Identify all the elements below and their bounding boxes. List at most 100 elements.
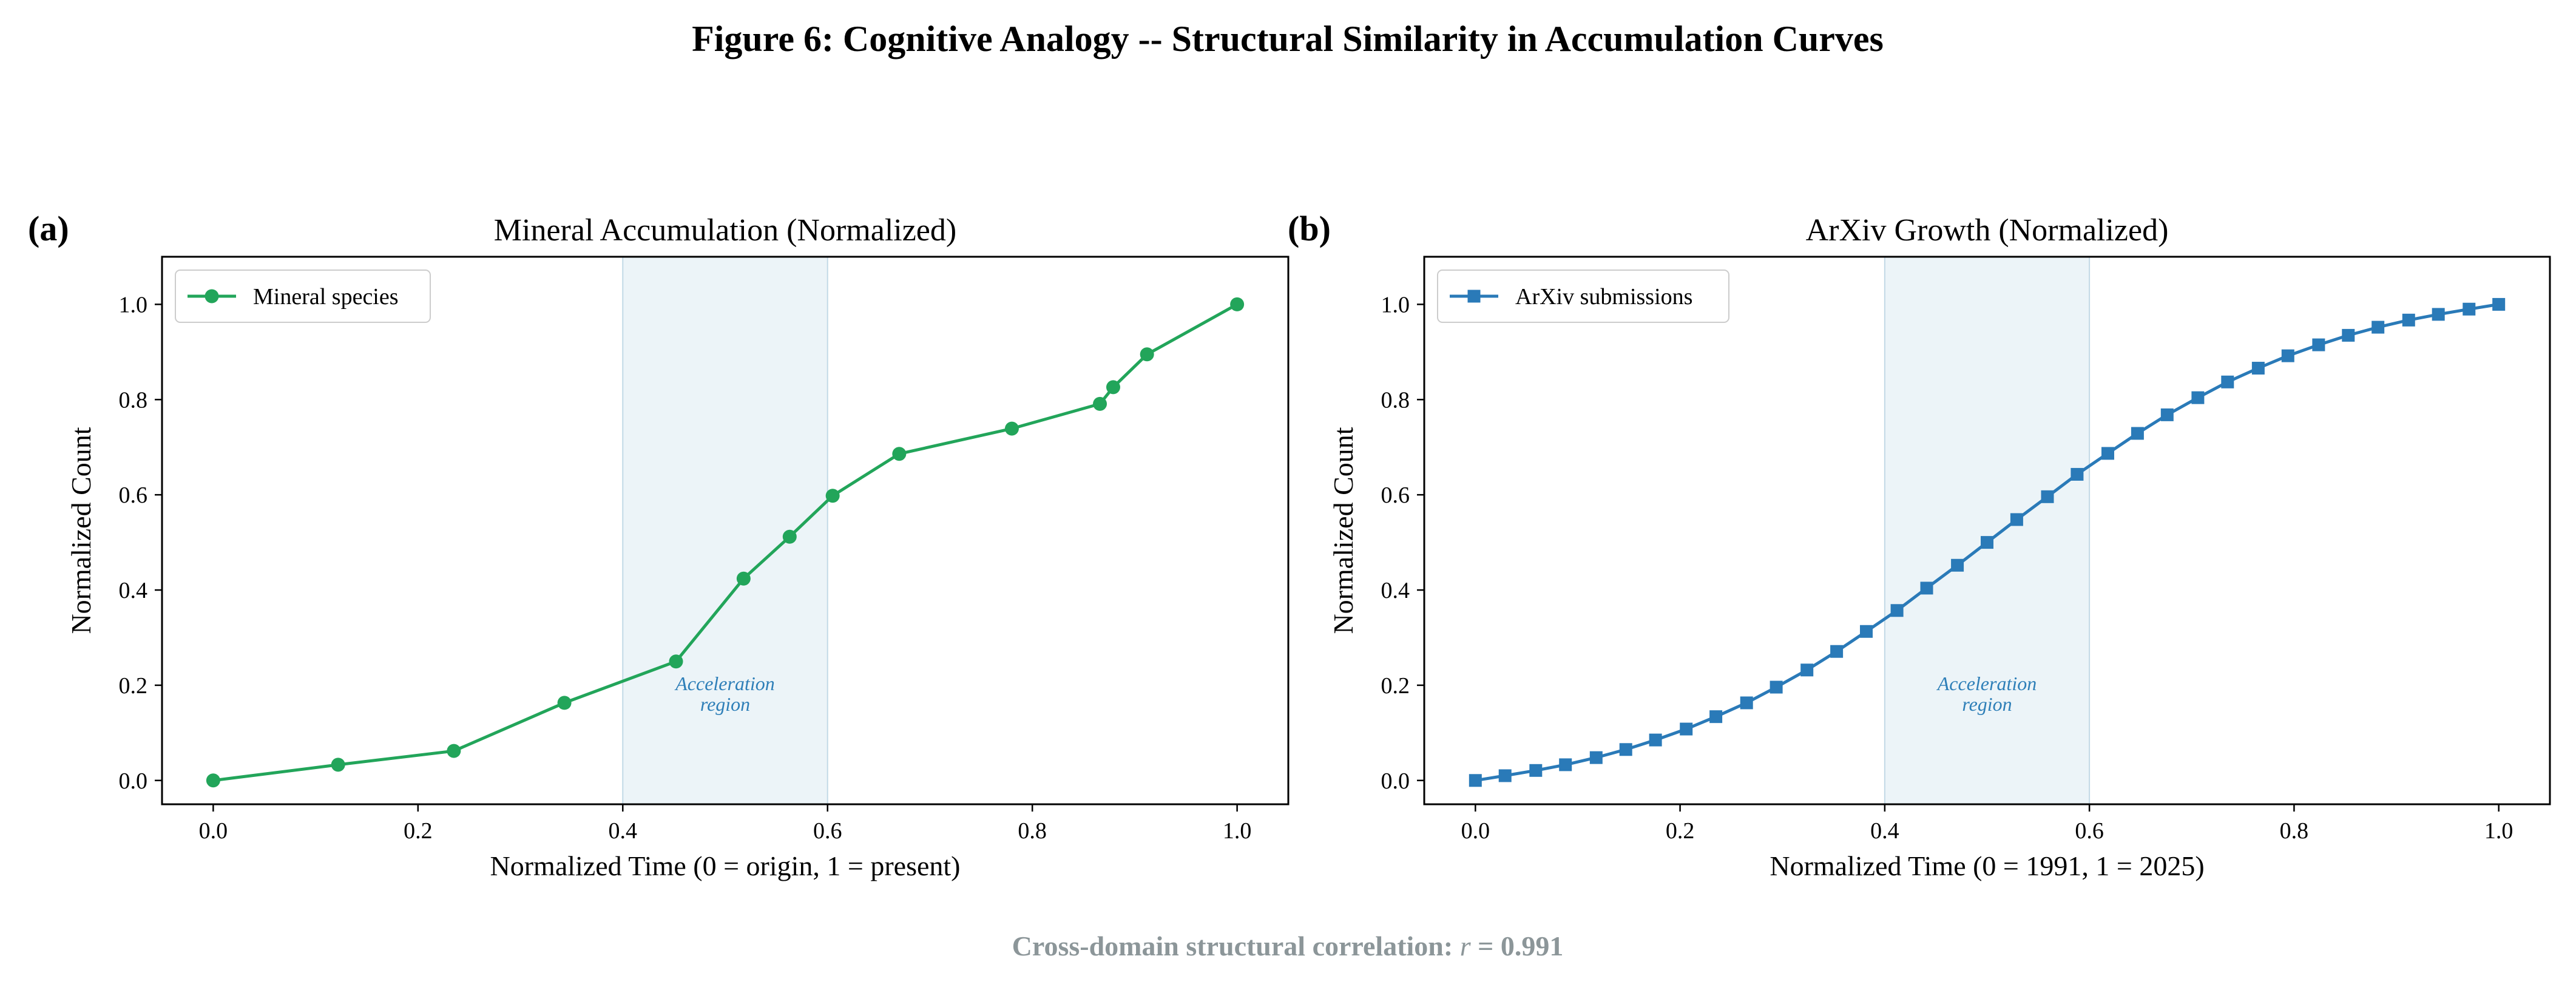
acceleration-region-label-line: Acceleration [674,673,774,694]
x-tick-label: 0.4 [609,818,638,844]
data-point [1529,764,1543,777]
x-tick-label: 1.0 [1223,818,1252,844]
x-tick-label: 1.0 [2484,818,2513,844]
y-tick-label: 0.6 [1381,483,1410,508]
x-axis-label: Normalized Time (0 = origin, 1 = present… [490,850,961,881]
data-point [1004,421,1019,436]
data-point [825,489,840,503]
data-point [1770,680,1783,694]
acceleration-region-shade [622,256,828,805]
y-tick-label: 0.0 [1381,768,1410,794]
x-tick-label: 0.6 [813,818,842,844]
y-tick-label: 0.4 [1381,578,1410,603]
chart-title: ArXiv Growth (Normalized) [1806,213,2169,248]
data-point [206,773,220,788]
data-point [2071,467,2084,481]
axes-frame [1423,256,2551,805]
y-tick-label: 0.2 [1381,673,1410,699]
data-point [1740,696,1753,710]
y-axis-label: Normalized Count [1328,427,1359,634]
y-tick-label: 1.0 [1381,292,1410,317]
data-point [2101,447,2114,460]
data-point [2281,349,2294,362]
x-tick-label: 0.2 [1666,818,1695,844]
legend-label: ArXiv submissions [1515,284,1692,310]
data-point [1093,396,1107,411]
data-point [447,744,461,758]
legend-label: Mineral species [253,284,399,310]
data-point [1920,581,1933,595]
axes-frame [161,256,1290,805]
figure-title: Figure 6: Cognitive Analogy -- Structura… [692,19,1884,59]
legend: Mineral species [175,270,431,323]
data-point [2492,297,2506,311]
data-point [2221,375,2234,388]
y-tick-label: 0.4 [119,578,148,603]
panel-label: (b) [1288,209,1331,248]
data-point [892,447,907,461]
legend-box [175,270,431,323]
data-point [2371,320,2385,334]
data-point [2463,302,2476,316]
acceleration-region-label-line: region [1962,693,2012,715]
x-tick-label: 0.2 [404,818,433,844]
panel-label: (a) [28,209,69,248]
x-axis-label: Normalized Time (0 = 1991, 1 = 2025) [1770,850,2204,881]
data-point [1498,769,1512,782]
correlation-symbol: r [1460,931,1472,961]
y-tick-label: 0.8 [1381,387,1410,413]
x-tick-label: 0.0 [1461,818,1490,844]
data-point [2251,362,2265,375]
data-point [2010,513,2023,526]
legend-marker [205,289,219,303]
correlation-footer-prefix: Cross-domain structural correlation: [1012,931,1460,961]
x-tick-label: 0.4 [1870,818,1899,844]
data-point [1619,743,1632,756]
chart-title: Mineral Accumulation (Normalized) [494,213,956,248]
data-point [1649,733,1662,747]
acceleration-region-label-line: region [700,693,750,715]
data-point [1709,710,1723,724]
data-point [2312,338,2325,351]
data-point [2342,328,2355,342]
acceleration-region-label: Acceleration region [1936,673,2037,715]
x-tick-label: 0.6 [2075,818,2104,844]
data-point [2432,308,2445,321]
data-point [1140,347,1154,362]
y-tick-label: 0.6 [119,483,148,508]
data-point [1860,625,1873,638]
panel-arxiv-growth: (b) ArXiv Growth (Normalized) Acceleration… [1288,209,2551,881]
acceleration-region-label: Acceleration region [674,673,774,715]
y-axis-label: Normalized Count [66,427,96,634]
y-tick-label: 0.2 [119,673,148,699]
x-tick-label: 0.8 [1018,818,1047,844]
acceleration-region-label-line: Acceleration [1936,673,2037,694]
legend: ArXiv submissions [1437,270,1729,323]
data-point [331,758,345,772]
legend-box [1437,270,1729,323]
data-point [1890,604,1904,617]
data-point [2160,408,2174,421]
data-point [1106,380,1120,395]
correlation-footer: Cross-domain structural correlation: r =… [1012,931,1564,961]
data-point [2131,427,2144,440]
data-point [736,571,751,586]
data-point [1800,663,1814,677]
y-tick-label: 1.0 [119,292,148,317]
data-point [1589,751,1603,764]
data-point [557,696,572,710]
acceleration-region-shade [1884,256,2091,805]
data-point [2191,391,2205,404]
x-tick-label: 0.0 [199,818,228,844]
data-point [1230,297,1245,311]
data-point [2402,313,2415,327]
correlation-value: = 0.991 [1471,931,1564,961]
data-point [1981,536,1993,549]
legend-marker [1467,290,1481,303]
data-point [1559,758,1572,771]
data-point [669,654,683,669]
data-point [782,529,797,544]
data-point [1680,722,1693,736]
x-tick-label: 0.8 [2280,818,2309,844]
